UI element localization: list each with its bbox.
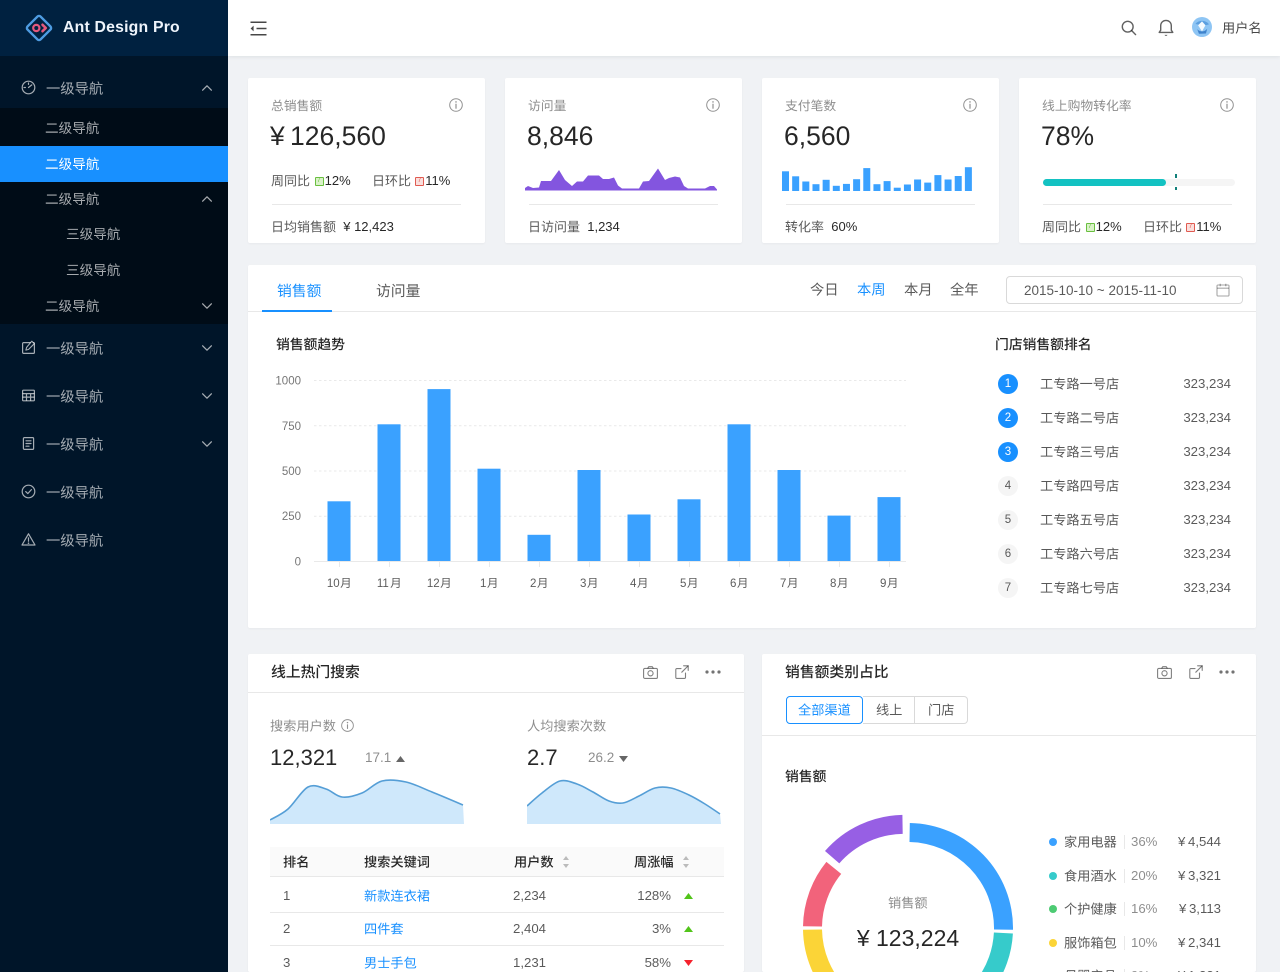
svg-text:3: 3: [580, 578, 586, 590]
svg-text:750: 750: [282, 421, 301, 433]
svg-text:7: 7: [780, 578, 786, 590]
svg-text:9: 9: [880, 578, 886, 590]
svg-text:5: 5: [680, 578, 686, 590]
svg-text:4: 4: [630, 578, 637, 590]
svg-text:2: 2: [530, 578, 536, 590]
svg-text:6: 6: [730, 578, 736, 590]
svg-text:11: 11: [377, 578, 389, 590]
svg-text:10: 10: [327, 578, 340, 590]
svg-text:250: 250: [282, 511, 301, 523]
svg-text:500: 500: [282, 466, 301, 478]
svg-text:12: 12: [427, 578, 440, 590]
svg-text:1: 1: [480, 578, 486, 590]
svg-text:0: 0: [295, 557, 301, 569]
svg-text:1000: 1000: [275, 376, 301, 388]
svg-text:8: 8: [830, 578, 836, 590]
